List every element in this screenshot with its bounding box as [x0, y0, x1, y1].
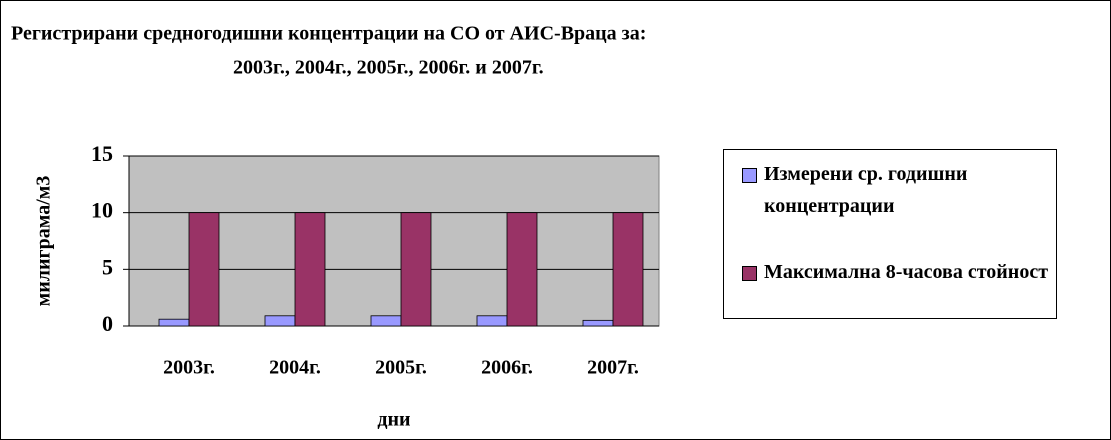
legend-swatch	[742, 266, 757, 281]
chart-title: Регистрирани средногодишни концентрации …	[11, 23, 646, 45]
bar	[158, 318, 190, 327]
x-axis-label: дни	[377, 409, 410, 431]
legend-label: Измерени ср. годишни концентрации	[764, 163, 968, 217]
legend: Измерени ср. годишни концентрации Максима…	[723, 149, 1057, 319]
bar	[294, 212, 326, 327]
legend-entry: Максимална 8-часова стойност	[740, 256, 1064, 288]
bar	[264, 315, 296, 327]
y-tick-label: 15	[91, 141, 113, 166]
y-tick-label: 10	[91, 198, 113, 223]
bar	[400, 212, 432, 327]
chart-title: 2003г., 2004г., 2005г., 2006г. и 2007г.	[233, 57, 544, 79]
bar	[476, 315, 508, 327]
x-tick-label: 2007г.	[587, 357, 639, 379]
x-tick-label: 2006г.	[481, 357, 533, 379]
legend-entry: Измерени ср. годишни концентрации	[740, 158, 1064, 222]
legend-label: Максимална 8-часова стойност	[764, 261, 1049, 283]
bar	[506, 212, 538, 327]
x-tick-label: 2004г.	[269, 357, 321, 379]
y-axis-label: милиграма/м3	[33, 176, 55, 307]
bar	[188, 212, 220, 327]
y-tick-label: 0	[102, 311, 113, 336]
x-tick-label: 2003г.	[163, 357, 215, 379]
x-tick-label: 2005г.	[375, 357, 427, 379]
bar	[582, 319, 614, 327]
y-tick-label: 5	[102, 254, 113, 279]
bar	[612, 212, 644, 327]
legend-swatch	[742, 168, 757, 183]
bar	[370, 315, 402, 327]
